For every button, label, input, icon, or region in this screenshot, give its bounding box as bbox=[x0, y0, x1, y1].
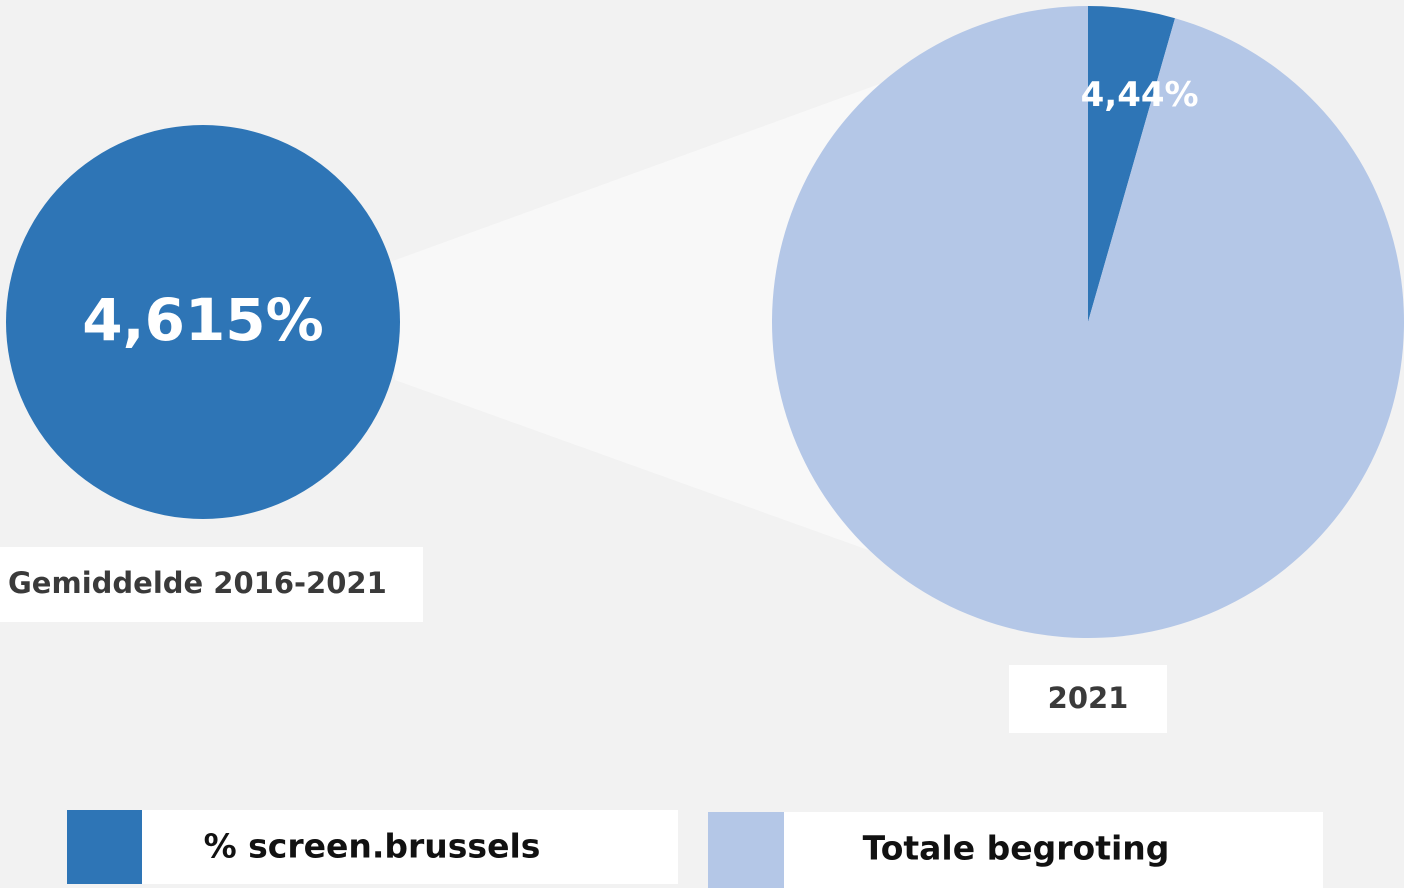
legend-swatch bbox=[708, 812, 784, 888]
average-circle bbox=[6, 125, 400, 519]
pie-slice bbox=[1088, 6, 1176, 322]
caption-box bbox=[0, 547, 423, 622]
pie-caption: 2021 bbox=[1048, 681, 1129, 715]
average-caption: Gemiddelde 2016-2021 bbox=[8, 566, 387, 600]
connector bbox=[390, 82, 885, 556]
legend-label: % screen.brussels bbox=[204, 827, 541, 866]
caption-box bbox=[1009, 665, 1167, 733]
slice-label: 4,44% bbox=[1081, 75, 1199, 115]
legend-box bbox=[784, 812, 1323, 888]
legend-swatch bbox=[67, 810, 142, 884]
legend-box bbox=[142, 810, 678, 884]
average-label: 4,615% bbox=[82, 286, 324, 354]
pie-slice bbox=[772, 6, 1404, 638]
legend-label: Totale begroting bbox=[863, 829, 1170, 868]
